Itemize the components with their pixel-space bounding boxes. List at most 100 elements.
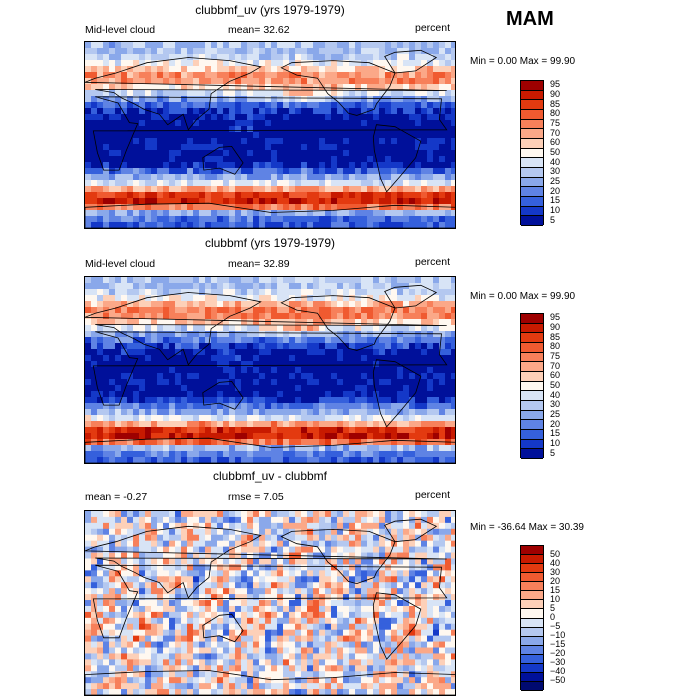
colorbar-tick-label: 10 xyxy=(550,593,561,604)
panel3-colorbar xyxy=(520,545,544,691)
colorbar-tick-label: 25 xyxy=(550,409,561,419)
colorbar-tick-label: 0 xyxy=(550,612,556,622)
colorbar-swatch xyxy=(521,371,543,382)
panel3-units: percent xyxy=(415,489,451,501)
colorbar-tick-label: 40 xyxy=(550,557,561,568)
panel1-map xyxy=(84,41,456,229)
map-field xyxy=(85,42,455,228)
colorbar-swatch xyxy=(521,323,543,334)
colorbar-tick-label: −15 xyxy=(550,639,566,650)
colorbar-swatch xyxy=(521,342,543,353)
colorbar-swatch xyxy=(521,381,543,392)
colorbar-tick-label: 90 xyxy=(550,322,561,332)
colorbar-tick-label: 85 xyxy=(550,331,561,342)
colorbar-tick-label: 70 xyxy=(550,360,561,371)
panel2-mean-label: mean= 32.89 xyxy=(228,258,290,270)
colorbar-tick-label: 20 xyxy=(550,418,561,429)
colorbar-swatch xyxy=(521,582,543,592)
colorbar-swatch xyxy=(521,636,543,646)
colorbar-swatch xyxy=(521,196,543,207)
colorbar-tick-label: 10 xyxy=(550,205,561,215)
colorbar-tick-label: 90 xyxy=(550,89,561,99)
colorbar-swatch xyxy=(521,618,543,628)
colorbar-swatch xyxy=(521,420,543,430)
colorbar-swatch xyxy=(521,546,543,556)
colorbar-swatch xyxy=(521,654,543,664)
colorbar-tick-label: 70 xyxy=(550,127,561,138)
colorbar-swatch xyxy=(521,672,543,682)
colorbar-tick-label: 15 xyxy=(550,195,561,206)
colorbar-swatch xyxy=(521,314,543,324)
map-field xyxy=(85,277,455,463)
colorbar-tick-label: 5 xyxy=(550,447,556,458)
colorbar-swatch xyxy=(521,167,543,178)
colorbar-swatch xyxy=(521,391,543,401)
panel2-left-label: Mid-level cloud xyxy=(85,258,156,270)
colorbar-tick-label: 95 xyxy=(550,312,561,323)
colorbar-swatch xyxy=(521,187,543,197)
colorbar-tick-label: 60 xyxy=(550,370,561,381)
colorbar-swatch xyxy=(521,573,543,583)
colorbar-tick-label: 15 xyxy=(550,584,561,595)
panel2-map xyxy=(84,276,456,464)
colorbar-swatch xyxy=(521,439,543,450)
colorbar-tick-label: 40 xyxy=(550,156,561,167)
colorbar-tick-label: 25 xyxy=(550,176,561,186)
colorbar-tick-label: −20 xyxy=(550,648,566,659)
colorbar-swatch xyxy=(521,138,543,149)
colorbar-tick-label: −40 xyxy=(550,666,566,677)
colorbar-swatch xyxy=(521,216,543,226)
colorbar-tick-label: 75 xyxy=(550,351,561,361)
colorbar-swatch xyxy=(521,400,543,411)
colorbar-tick-label: 85 xyxy=(550,98,561,109)
colorbar-tick-label: −10 xyxy=(550,630,566,641)
colorbar-tick-label: 30 xyxy=(550,399,561,410)
colorbar-swatch xyxy=(521,333,543,343)
panel2-minmax: Min = 0.00 Max = 99.90 xyxy=(470,291,576,302)
colorbar-swatch xyxy=(521,352,543,363)
colorbar-tick-label: 80 xyxy=(550,108,561,119)
colorbar-swatch xyxy=(521,429,543,440)
colorbar-tick-label: 95 xyxy=(550,79,561,90)
colorbar-swatch xyxy=(521,100,543,110)
panel1-minmax: Min = 0.00 Max = 99.90 xyxy=(470,56,576,67)
panel1-left-label: Mid-level cloud xyxy=(85,24,156,36)
colorbar-tick-label: 10 xyxy=(550,438,561,448)
panel1-colorbar xyxy=(520,80,544,226)
panel2-units: percent xyxy=(415,256,451,268)
colorbar-swatch xyxy=(521,362,543,372)
colorbar-swatch xyxy=(521,90,543,101)
colorbar-tick-label: 20 xyxy=(550,575,561,586)
panel3-rmse-label: rmse = 7.05 xyxy=(228,491,284,503)
colorbar-tick-label: 5 xyxy=(550,214,556,225)
colorbar-tick-label: 30 xyxy=(550,166,561,177)
colorbar-tick-label: −50 xyxy=(550,675,566,686)
colorbar-tick-label: −30 xyxy=(550,657,566,668)
colorbar-tick-label: 5 xyxy=(550,602,556,613)
colorbar-swatch xyxy=(521,555,543,565)
colorbar-swatch xyxy=(521,129,543,139)
colorbar-tick-label: −5 xyxy=(550,621,561,632)
colorbar-swatch xyxy=(521,663,543,673)
colorbar-tick-label: 50 xyxy=(550,380,561,390)
colorbar-tick-label: 75 xyxy=(550,118,561,128)
colorbar-swatch xyxy=(521,645,543,655)
colorbar-swatch xyxy=(521,449,543,459)
panel3-minmax: Min = -36.64 Max = 30.39 xyxy=(470,522,584,533)
panel2-colorbar xyxy=(520,313,544,459)
colorbar-swatch xyxy=(521,109,543,120)
colorbar-tick-label: 80 xyxy=(550,341,561,352)
panel3-title: clubbmf_uv - clubbmf xyxy=(212,469,328,483)
map-field xyxy=(85,511,455,695)
colorbar-tick-label: 50 xyxy=(550,147,561,157)
panel1-mean-label: mean= 32.62 xyxy=(228,24,290,36)
panel1-units: percent xyxy=(415,22,451,34)
panel1-title: clubbmf_uv (yrs 1979-1979) xyxy=(195,3,345,17)
colorbar-swatch xyxy=(521,206,543,217)
colorbar-tick-label: 40 xyxy=(550,389,561,400)
colorbar-swatch xyxy=(521,177,543,188)
colorbar-swatch xyxy=(521,410,543,421)
panel3-map xyxy=(84,510,456,696)
colorbar-tick-label: 60 xyxy=(550,137,561,148)
colorbar-tick-label: 30 xyxy=(550,566,561,577)
